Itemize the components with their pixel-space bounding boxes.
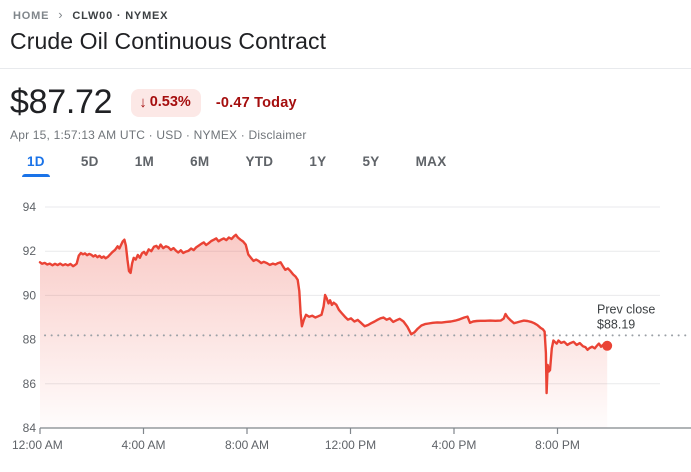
header-divider <box>0 68 691 69</box>
y-axis-label: 90 <box>23 288 37 302</box>
percent-change-badge: ↓ 0.53% <box>131 88 201 117</box>
current-price: $87.72 <box>10 83 113 121</box>
x-axis-label: 4:00 PM <box>432 438 477 452</box>
y-axis-label: 94 <box>23 200 37 214</box>
last-price-dot <box>602 340 613 351</box>
chart-area-fill <box>40 234 608 428</box>
x-axis-label: 8:00 PM <box>535 438 580 452</box>
tab-6m[interactable]: 6M <box>190 152 209 177</box>
percent-change-value: 0.53% <box>149 94 191 110</box>
breadcrumb-home-link[interactable]: HOME <box>13 9 50 22</box>
breadcrumb: HOME › CLW00 · NYMEX <box>13 7 169 23</box>
price-line <box>38 233 609 395</box>
time-range-tabs: 1D 5D 1M 6M YTD 1Y 5Y MAX <box>22 152 447 177</box>
tab-max[interactable]: MAX <box>416 152 447 177</box>
tab-5y[interactable]: 5Y <box>362 152 379 177</box>
down-arrow-icon: ↓ <box>139 93 147 111</box>
chevron-right-icon: › <box>58 7 64 22</box>
tab-5d[interactable]: 5D <box>81 152 99 177</box>
y-axis-label: 92 <box>23 244 37 258</box>
tab-1y[interactable]: 1Y <box>309 152 326 177</box>
y-axis-label: 86 <box>23 377 37 391</box>
absolute-change: -0.47 Today <box>215 94 297 111</box>
x-axis-label: 12:00 AM <box>12 438 63 452</box>
tab-1d[interactable]: 1D <box>22 152 50 177</box>
quote-timestamp: Apr 15, 1:57:13 AM UTC · USD · NYMEX · <box>10 128 249 142</box>
quote-meta: Apr 15, 1:57:13 AM UTC · USD · NYMEX · D… <box>10 128 307 142</box>
price-chart-svg[interactable]: 94 92 90 88 86 84 Prev close$88.19 12:00 AM 4:00… <box>0 185 691 467</box>
page-title: Crude Oil Continuous Contract <box>10 28 327 54</box>
quote-row: $87.72 ↓ 0.53% -0.47 Today <box>10 83 297 122</box>
x-axis-label: 4:00 AM <box>121 438 165 452</box>
x-axis-label: 8:00 AM <box>225 438 269 452</box>
tab-1m[interactable]: 1M <box>135 152 154 177</box>
y-axis-label: 88 <box>23 333 37 347</box>
prev-close-value: $88.19 <box>597 317 635 331</box>
price-chart[interactable]: 94 92 90 88 86 84 Prev close $88.19 12:00 AM 4:00… <box>0 185 691 467</box>
prev-close-label: Prev close <box>597 302 655 316</box>
x-axis-label: 12:00 PM <box>325 438 376 452</box>
y-axis-label: 84 <box>23 421 37 435</box>
tab-ytd[interactable]: YTD <box>245 152 273 177</box>
disclaimer-link[interactable]: Disclaimer <box>248 128 307 142</box>
breadcrumb-symbol: CLW00 · NYMEX <box>72 9 169 22</box>
